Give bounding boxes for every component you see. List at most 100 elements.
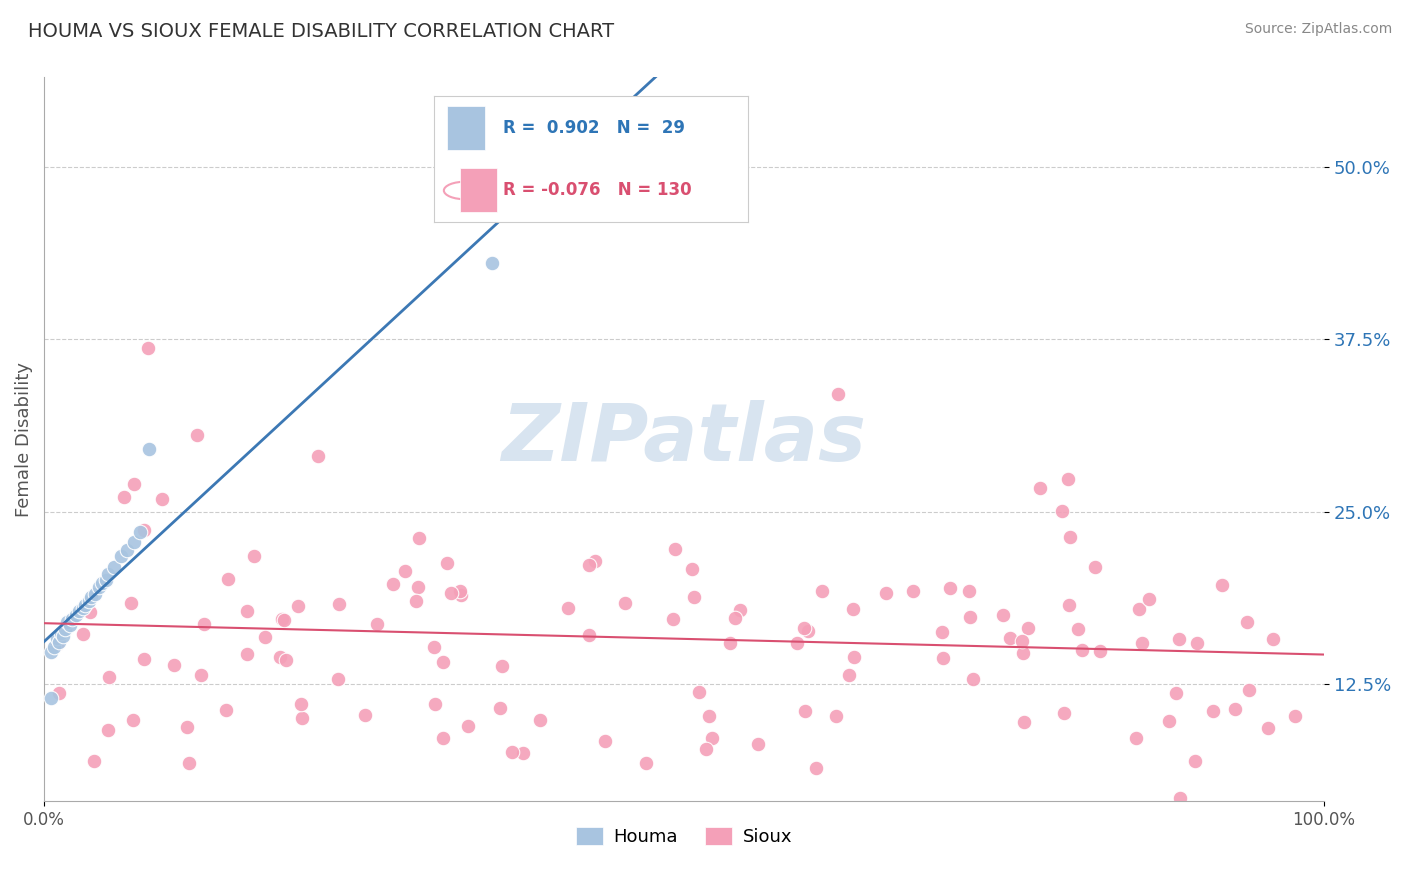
- Point: [48, 686, 70, 700]
- Text: ZIPatlas: ZIPatlas: [502, 401, 866, 478]
- Text: HOUMA VS SIOUX FEMALE DISABILITY CORRELATION CHART: HOUMA VS SIOUX FEMALE DISABILITY CORRELA…: [28, 22, 614, 41]
- Point: [77, 594, 100, 608]
- Point: [75, 598, 97, 612]
- Point: [46, 637, 69, 651]
- Point: [825, 709, 848, 723]
- Point: [489, 701, 512, 715]
- Point: [1184, 754, 1206, 768]
- Point: [806, 761, 828, 775]
- Point: [423, 697, 446, 711]
- Point: [1067, 622, 1090, 636]
- Point: [1164, 686, 1187, 700]
- Point: [193, 616, 215, 631]
- Point: [1132, 636, 1154, 650]
- Point: [53, 622, 76, 636]
- Point: [112, 490, 135, 504]
- Point: [423, 640, 446, 655]
- Point: [695, 742, 717, 756]
- Point: [179, 756, 201, 770]
- Point: [59, 617, 82, 632]
- Point: [176, 720, 198, 734]
- Point: [406, 580, 429, 594]
- Point: [683, 591, 706, 605]
- Point: [688, 685, 710, 699]
- Point: [938, 581, 960, 595]
- Point: [98, 671, 121, 685]
- Point: [512, 746, 534, 760]
- Point: [959, 610, 981, 624]
- Point: [72, 627, 94, 641]
- Point: [287, 599, 309, 614]
- Point: [366, 617, 388, 632]
- Point: [405, 594, 427, 608]
- Point: [394, 564, 416, 578]
- Point: [450, 588, 472, 602]
- Point: [501, 745, 523, 759]
- Point: [595, 733, 617, 747]
- Point: [432, 655, 454, 669]
- Point: [1050, 504, 1073, 518]
- Point: [827, 387, 849, 401]
- Point: [186, 427, 208, 442]
- Point: [718, 636, 741, 650]
- Point: [1011, 646, 1033, 660]
- Point: [1128, 601, 1150, 615]
- Point: [432, 731, 454, 746]
- Point: [1012, 714, 1035, 729]
- Point: [1137, 591, 1160, 606]
- Point: [190, 667, 212, 681]
- Point: [664, 542, 686, 557]
- Point: [129, 525, 152, 540]
- Point: [1284, 708, 1306, 723]
- Point: [932, 651, 955, 665]
- Point: [723, 611, 745, 625]
- Point: [634, 756, 657, 770]
- Point: [94, 574, 117, 588]
- Point: [72, 601, 94, 615]
- Point: [65, 607, 87, 622]
- Point: [1157, 714, 1180, 728]
- Legend: Houma, Sioux: Houma, Sioux: [568, 820, 800, 854]
- Point: [56, 615, 79, 629]
- Point: [578, 628, 600, 642]
- Point: [353, 707, 375, 722]
- Point: [1185, 636, 1208, 650]
- Point: [491, 658, 513, 673]
- Point: [122, 534, 145, 549]
- Point: [786, 636, 808, 650]
- Point: [1052, 706, 1074, 721]
- Point: [931, 624, 953, 639]
- Point: [132, 523, 155, 537]
- Point: [1211, 578, 1233, 592]
- Point: [217, 572, 239, 586]
- Point: [1237, 682, 1260, 697]
- Point: [254, 630, 277, 644]
- Point: [83, 754, 105, 768]
- Point: [97, 566, 120, 581]
- Point: [1236, 615, 1258, 629]
- Point: [120, 596, 142, 610]
- Point: [49, 625, 72, 640]
- Point: [1223, 702, 1246, 716]
- Point: [96, 723, 118, 737]
- Point: [103, 559, 125, 574]
- Point: [793, 621, 815, 635]
- Point: [578, 558, 600, 572]
- Point: [242, 549, 264, 563]
- Point: [48, 635, 70, 649]
- Point: [290, 698, 312, 712]
- Point: [215, 703, 238, 717]
- Point: [583, 553, 606, 567]
- Point: [136, 341, 159, 355]
- Point: [162, 657, 184, 672]
- Point: [1125, 731, 1147, 745]
- Point: [794, 705, 817, 719]
- Point: [811, 583, 834, 598]
- Point: [662, 612, 685, 626]
- Point: [1167, 632, 1189, 646]
- Point: [89, 580, 111, 594]
- Point: [700, 731, 723, 745]
- Point: [60, 612, 83, 626]
- Point: [307, 449, 329, 463]
- Point: [79, 605, 101, 619]
